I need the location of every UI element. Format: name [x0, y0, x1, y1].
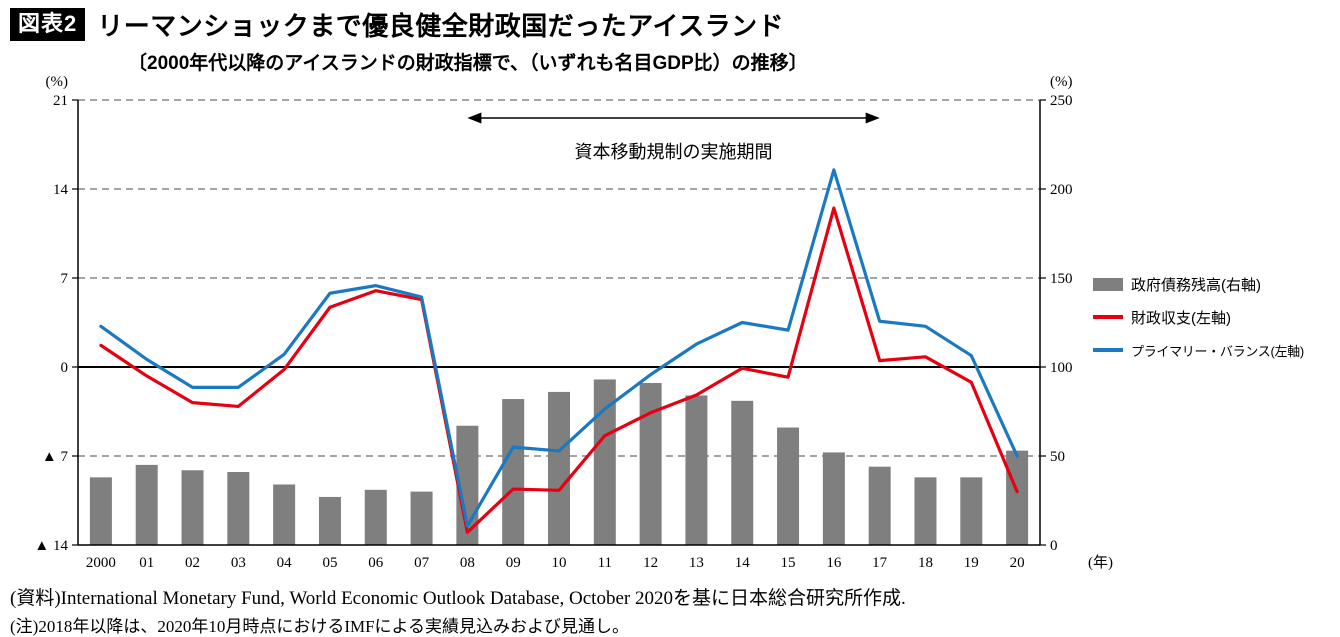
x-tick-label-03: 03 [231, 555, 246, 571]
left-tick-label: ▲ 7 [42, 449, 69, 465]
fiscal-balance-line-swatch [1093, 315, 1123, 319]
x-axis-unit: (年) [1088, 554, 1113, 571]
legend-item-government-debt: 政府債務残高(右軸) [1093, 274, 1304, 294]
figure-badge: 図表2 [10, 8, 86, 41]
left-tick-label: 21 [53, 93, 68, 109]
left-tick-label: ▲ 14 [34, 538, 68, 554]
left-tick-label: 7 [61, 271, 69, 287]
x-tick-label-2000: 2000 [86, 555, 116, 571]
x-tick-label-06: 06 [368, 555, 384, 571]
footnote: (注)2018年以降は、2020年10月時点におけるIMFによる実績見込みおよび… [10, 617, 630, 636]
arrowhead-left-icon [467, 112, 482, 124]
header: 図表2 リーマンショックまで優良健全財政国だったアイスランド 〔2000年代以降… [10, 6, 808, 75]
capital-controls-label: 資本移動規制の実施期間 [575, 142, 773, 162]
legend: 政府債務残高(右軸) 財政収支(左軸) プライマリー・バランス(左軸) [1093, 274, 1304, 373]
left-tick-label: 0 [61, 360, 69, 376]
x-tick-label-18: 18 [918, 555, 933, 571]
right-tick-label: 0 [1050, 538, 1058, 554]
x-tick-label-16: 16 [826, 555, 842, 571]
debt-bar-11 [593, 379, 616, 545]
debt-bar-06 [364, 489, 387, 545]
x-tick-label-14: 14 [735, 555, 751, 571]
source-note: (資料)International Monetary Fund, World E… [10, 588, 906, 609]
debt-bar-10 [548, 391, 570, 545]
right-tick-label: 200 [1050, 182, 1073, 198]
right-axis-unit: (%) [1050, 74, 1073, 90]
primary-balance-line-swatch [1093, 348, 1123, 352]
debt-bar-16 [822, 452, 845, 545]
x-tick-label-20: 20 [1010, 555, 1025, 571]
x-tick-label-19: 19 [964, 555, 979, 571]
figure-subtitle: 〔2000年代以降のアイスランドの財政指標で、（いずれも名目GDP比）の推移〕 [128, 53, 808, 74]
x-tick-label-01: 01 [139, 555, 154, 571]
left-tick-label: 14 [53, 182, 69, 198]
debt-bar-02 [181, 470, 204, 545]
right-tick-label: 250 [1050, 93, 1073, 109]
footer: (資料)International Monetary Fund, World E… [10, 583, 906, 637]
fiscal-balance-line [99, 206, 1019, 534]
x-tick-label-12: 12 [643, 555, 658, 571]
arrowhead-right-icon [865, 112, 880, 124]
debt-bar-swatch [1093, 277, 1123, 291]
x-tick-label-07: 07 [414, 555, 430, 571]
debt-bar-20 [1006, 450, 1029, 545]
x-tick-label-02: 02 [185, 555, 200, 571]
x-tick-label-08: 08 [460, 555, 475, 571]
left-axis-unit: (%) [46, 74, 69, 90]
x-tick-label-04: 04 [277, 555, 293, 571]
legend-label-fiscal-balance: 財政収支(左軸) [1131, 309, 1231, 327]
primary-balance-line [99, 168, 1019, 528]
legend-label-primary-balance: プライマリー・バランス(左軸) [1131, 343, 1304, 359]
x-tick-label-17: 17 [872, 555, 888, 571]
debt-bar-07 [410, 491, 433, 545]
legend-item-fiscal-balance: 財政収支(左軸) [1093, 307, 1304, 327]
debt-bar-2000 [89, 477, 112, 545]
debt-bar-17 [868, 466, 891, 545]
debt-bar-03 [227, 472, 250, 545]
debt-bar-09 [502, 399, 525, 545]
legend-label-government-debt: 政府債務残高(右軸) [1131, 276, 1261, 294]
x-tick-label-10: 10 [552, 555, 567, 571]
x-tick-label-11: 11 [598, 555, 612, 571]
x-tick-label-13: 13 [689, 555, 704, 571]
legend-item-primary-balance: プライマリー・バランス(左軸) [1093, 340, 1304, 360]
debt-bar-15 [777, 427, 800, 545]
debt-bar-14 [731, 400, 754, 545]
x-tick-label-15: 15 [781, 555, 796, 571]
debt-bar-18 [914, 477, 937, 545]
right-tick-label: 50 [1050, 449, 1065, 465]
debt-bar-04 [273, 484, 296, 545]
x-tick-label-09: 09 [506, 555, 521, 571]
right-tick-label: 150 [1050, 271, 1073, 287]
debt-bar-19 [960, 477, 983, 545]
debt-bar-05 [318, 496, 341, 545]
debt-bar-12 [639, 383, 662, 545]
debt-bar-13 [685, 395, 708, 545]
figure-title: リーマンショックまで優良健全財政国だったアイスランド [97, 11, 785, 41]
debt-bar-01 [135, 464, 158, 545]
x-tick-label-05: 05 [322, 555, 337, 571]
right-tick-label: 100 [1050, 360, 1073, 376]
